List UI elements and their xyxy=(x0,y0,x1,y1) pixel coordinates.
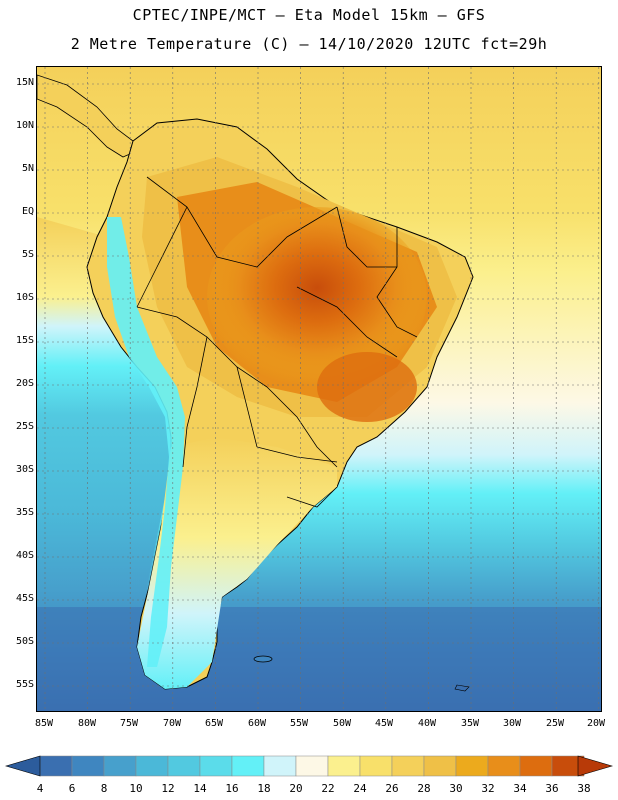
colorbar-swatch xyxy=(487,755,521,777)
lon-label-20w: 20W xyxy=(586,718,606,729)
lat-label-40s: 40S xyxy=(15,550,34,561)
graticule-grid xyxy=(37,67,601,711)
map-panel xyxy=(36,66,602,712)
colorbar-swatch xyxy=(199,755,233,777)
colorbar-label: 20 xyxy=(289,782,303,795)
lon-label-35w: 35W xyxy=(460,718,480,729)
colorbar-swatch xyxy=(359,755,393,777)
lat-label-10s: 10S xyxy=(15,292,34,303)
colorbar-label: 26 xyxy=(385,782,399,795)
lat-label-55s: 55S xyxy=(15,679,34,690)
colorbar-label: 34 xyxy=(513,782,527,795)
lat-label-45s: 45S xyxy=(15,593,34,604)
south-georgia-island xyxy=(454,684,470,692)
lat-label-5n: 5N xyxy=(21,163,34,174)
lon-label-65w: 65W xyxy=(204,718,224,729)
colorbar-label: 12 xyxy=(161,782,175,795)
colorbar-label: 16 xyxy=(225,782,239,795)
lon-label-75w: 75W xyxy=(119,718,139,729)
colorbar-swatch xyxy=(391,755,425,777)
colorbar-swatch xyxy=(135,755,169,777)
chart-title: CPTEC/INPE/MCT – Eta Model 15km – GFS xyxy=(132,6,486,24)
lon-label-40w: 40W xyxy=(417,718,437,729)
country-borders xyxy=(136,176,418,508)
lat-label-eq: EQ xyxy=(21,206,34,217)
colorbar-label: 30 xyxy=(449,782,463,795)
colorbar-label: 14 xyxy=(193,782,207,795)
lat-label-25s: 25S xyxy=(15,421,34,432)
colorbar-label: 38 xyxy=(577,782,591,795)
colorbar-label: 28 xyxy=(417,782,431,795)
chart-subtitle: 2 Metre Temperature (C) – 14/10/2020 12U… xyxy=(70,35,548,53)
lon-label-55w: 55W xyxy=(289,718,309,729)
southern-cone-region xyxy=(137,437,337,689)
falkland-islands xyxy=(253,655,273,663)
lat-label-5s: 5S xyxy=(21,249,34,260)
colorbar-swatch xyxy=(423,755,457,777)
lon-label-45w: 45W xyxy=(374,718,394,729)
lon-label-30w: 30W xyxy=(502,718,522,729)
colorbar-under-arrow xyxy=(4,755,41,777)
lon-label-70w: 70W xyxy=(162,718,182,729)
colorbar-swatch xyxy=(327,755,361,777)
southern-ocean-field xyxy=(37,607,601,711)
lat-label-20s: 20S xyxy=(15,378,34,389)
map-canvas xyxy=(37,67,601,711)
lat-label-50s: 50S xyxy=(15,636,34,647)
colorbar xyxy=(4,755,614,777)
lon-label-85w: 85W xyxy=(34,718,54,729)
lat-label-15s: 15S xyxy=(15,335,34,346)
colorbar-swatch xyxy=(455,755,489,777)
lon-label-80w: 80W xyxy=(77,718,97,729)
colorbar-label: 22 xyxy=(321,782,335,795)
colorbar-label: 36 xyxy=(545,782,559,795)
colorbar-label: 32 xyxy=(481,782,495,795)
colorbar-swatch xyxy=(231,755,265,777)
colorbar-swatch xyxy=(263,755,297,777)
lat-label-10n: 10N xyxy=(15,120,34,131)
lon-label-25w: 25W xyxy=(545,718,565,729)
colorbar-swatch xyxy=(519,755,553,777)
colorbar-swatch xyxy=(167,755,201,777)
colorbar-label: 18 xyxy=(257,782,271,795)
lon-label-60w: 60W xyxy=(247,718,267,729)
colorbar-swatch xyxy=(39,755,73,777)
lon-label-50w: 50W xyxy=(332,718,352,729)
colorbar-label: 6 xyxy=(68,782,76,795)
hot-core-southeast xyxy=(317,352,417,422)
colorbar-label: 10 xyxy=(129,782,143,795)
lat-label-35s: 35S xyxy=(15,507,34,518)
andes-cold-strip xyxy=(107,217,185,667)
colorbar-label: 8 xyxy=(100,782,108,795)
colorbar-label: 4 xyxy=(36,782,44,795)
lat-label-30s: 30S xyxy=(15,464,34,475)
colorbar-swatch xyxy=(295,755,329,777)
colorbar-label: 24 xyxy=(353,782,367,795)
lat-label-15n: 15N xyxy=(15,77,34,88)
colorbar-swatch xyxy=(71,755,105,777)
colorbar-swatch xyxy=(103,755,137,777)
colorbar-over-arrow xyxy=(577,755,614,777)
